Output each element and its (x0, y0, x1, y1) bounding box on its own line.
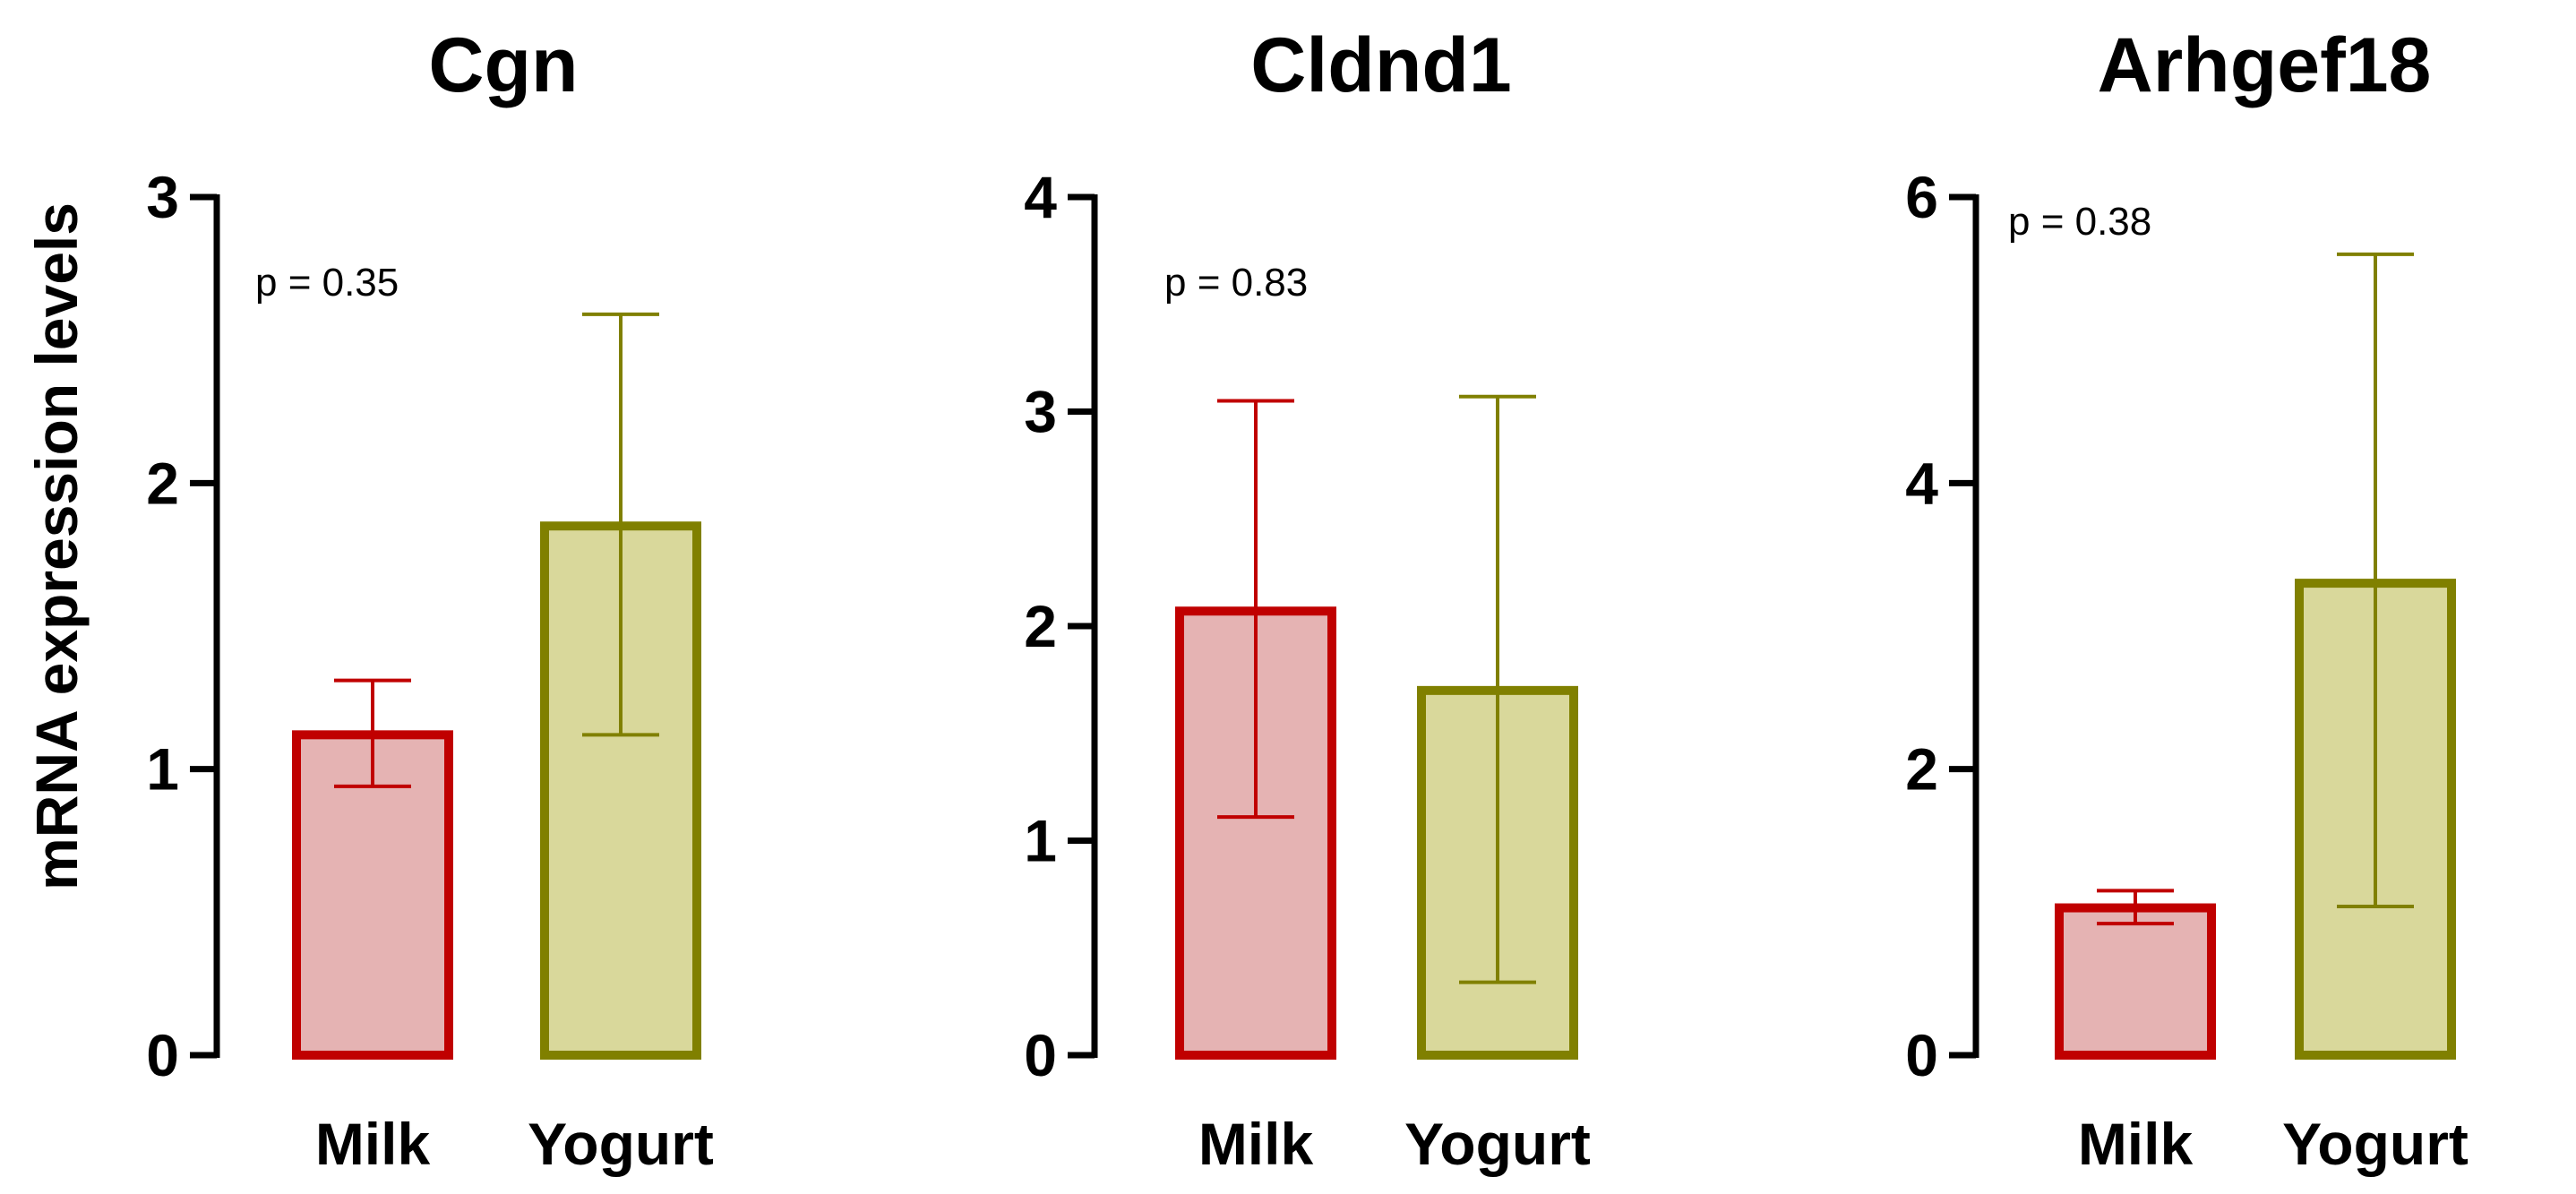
y-tick-label: 0 (1024, 1022, 1057, 1088)
y-tick-label: 3 (146, 164, 179, 230)
x-category-label: Milk (2078, 1111, 2194, 1177)
p-value-annotation: p = 0.35 (255, 261, 399, 305)
chart-panel-cldnd1: Cldnd1 0 1 2 3 4 Milk Yogurt p = 0.83 (1024, 22, 1591, 1177)
error-bar-milk (334, 678, 411, 788)
error-bar-yogurt (1459, 394, 1536, 984)
y-tick-label: 0 (1905, 1022, 1938, 1088)
y-tick-label: 2 (1905, 736, 1938, 803)
p-value-annotation: p = 0.38 (2008, 200, 2151, 244)
chart-title: Cldnd1 (1250, 22, 1511, 108)
y-tick-label: 4 (1905, 450, 1938, 516)
chart-title: Cgn (428, 22, 578, 108)
p-value-annotation: p = 0.83 (1164, 261, 1308, 305)
error-bar-yogurt (582, 312, 659, 737)
y-tick-label: 3 (1024, 379, 1057, 445)
x-category-label: Milk (1198, 1111, 1314, 1177)
chart-panel-arhgef18: Arhgef18 0 2 4 6 Milk Yogurt p = 0.38 (1905, 22, 2469, 1177)
y-tick-label: 6 (1905, 164, 1938, 230)
error-bar-yogurt (2337, 252, 2414, 908)
y-axis-label: mRNA expression levels (23, 202, 90, 890)
y-tick-label: 1 (146, 736, 179, 803)
chart-panel-cgn: Cgn 0 1 2 3 Milk Yogurt p = 0.35 (146, 22, 714, 1177)
bar-milk (2055, 903, 2216, 1060)
x-category-label: Milk (315, 1111, 431, 1177)
y-tick-label: 1 (1024, 808, 1057, 874)
error-bar-milk (1217, 399, 1294, 820)
chart-title: Arhgef18 (2098, 22, 2432, 108)
y-tick-label: 2 (1024, 593, 1057, 659)
bar-milk (292, 730, 453, 1060)
x-category-label: Yogurt (1404, 1111, 1591, 1177)
y-tick-label: 4 (1024, 164, 1057, 230)
y-tick-label: 2 (146, 450, 179, 516)
x-category-label: Yogurt (528, 1111, 714, 1177)
error-bar-milk (2097, 889, 2174, 926)
y-tick-label: 0 (146, 1022, 179, 1088)
x-category-label: Yogurt (2282, 1111, 2469, 1177)
chart-panels: Cgn 0 1 2 3 Milk Yogurt p = 0.35 Cldnd1 0 1 2 3 4 Milk… (146, 22, 2469, 1177)
